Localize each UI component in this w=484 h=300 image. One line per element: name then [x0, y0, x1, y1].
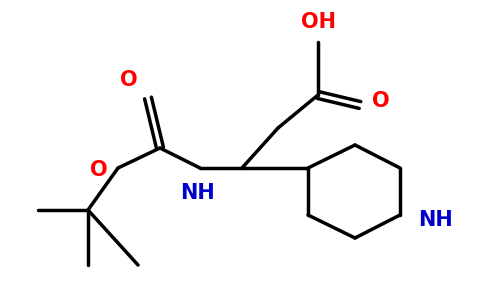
Text: OH: OH	[301, 12, 335, 32]
Text: O: O	[121, 70, 138, 90]
Text: NH: NH	[181, 183, 215, 203]
Text: NH: NH	[418, 210, 453, 230]
Text: O: O	[91, 160, 108, 180]
Text: O: O	[372, 91, 390, 111]
